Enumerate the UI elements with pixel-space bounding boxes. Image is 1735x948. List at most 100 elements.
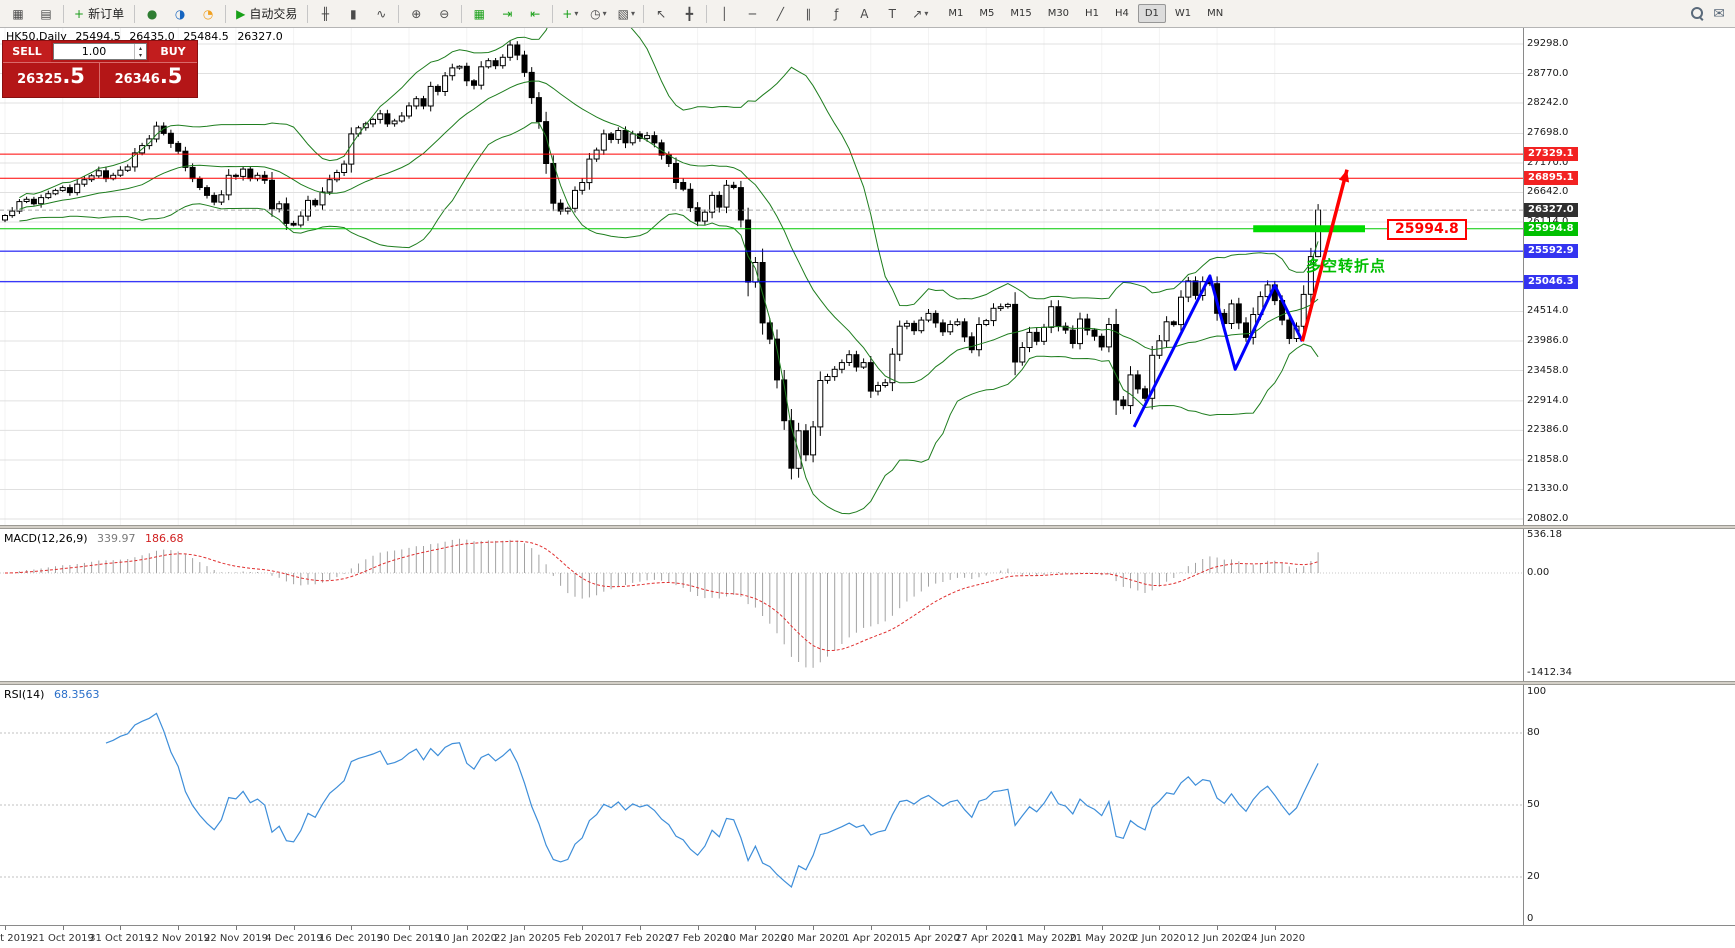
macd-canvas[interactable] bbox=[0, 529, 1523, 681]
toolbar-separator bbox=[63, 4, 64, 23]
toolbar-buttons: ▦ ▤ + 新订单 ● ◑ ◔ ▶ 自动交易 ╫ ▮ ∿ ⊕ ⊖ ▦ ⇥ ⇤ + ▾ ◷ ▾ ▧ ▾ ↖ ╋ │ ─ ╱ ∥ ƒ A T ↗ ▾ bbox=[4, 2, 934, 26]
market-watch-glyph: ● bbox=[146, 6, 158, 21]
rsi-canvas[interactable] bbox=[0, 685, 1523, 925]
price-tick-label: 26114.0 bbox=[1527, 216, 1568, 227]
bar-chart-icon[interactable]: ╫ bbox=[311, 2, 339, 26]
templates-icon[interactable]: ▧ ▾ bbox=[612, 2, 640, 26]
market-watch-icon[interactable]: ● bbox=[138, 2, 166, 26]
crosshair-icon[interactable]: ╋ bbox=[675, 2, 703, 26]
trend-arrow[interactable] bbox=[1300, 169, 1349, 342]
tab-timeframe-M1[interactable]: M1 bbox=[948, 8, 964, 19]
price-callout-label[interactable]: 25994.8 bbox=[1387, 219, 1467, 240]
tab-timeframe-MN[interactable]: MN bbox=[1207, 8, 1224, 19]
date-label: 4 Dec 2019 bbox=[265, 933, 323, 944]
panel-separator[interactable] bbox=[0, 681, 1735, 685]
terminal-icon[interactable]: ◔ bbox=[194, 2, 222, 26]
toolbar-separator bbox=[307, 4, 309, 23]
terminal-glyph: ◔ bbox=[202, 6, 214, 21]
tab-timeframe-M30[interactable]: M30 bbox=[1047, 8, 1070, 19]
periods-icon[interactable]: ◷ ▾ bbox=[584, 2, 612, 26]
new-chart-icon[interactable]: ▦ bbox=[4, 2, 32, 26]
date-tick bbox=[351, 926, 352, 930]
chart-title: HK50,Daily 25494.5 26435.0 25484.5 26327… bbox=[6, 30, 288, 43]
channel-glyph: ∥ bbox=[805, 6, 812, 21]
tab-timeframe-D1[interactable]: D1 bbox=[1137, 4, 1166, 23]
price-tick-label: 23986.0 bbox=[1527, 335, 1569, 346]
rsi-axis-label: 50 bbox=[1527, 799, 1540, 810]
sell-price-frac: .5 bbox=[62, 64, 85, 88]
price-axis-macd[interactable]: 536.18 0.00 -1412.34 bbox=[1524, 529, 1734, 681]
search-icon[interactable] bbox=[1690, 6, 1705, 21]
panel-separator[interactable] bbox=[0, 525, 1735, 529]
trendline-icon[interactable]: ╱ bbox=[766, 2, 794, 26]
sell-button[interactable]: SELL bbox=[3, 41, 51, 62]
tile-windows-icon[interactable]: ▦ bbox=[465, 2, 493, 26]
zoom-in-icon[interactable]: ⊕ bbox=[402, 2, 430, 26]
date-label: 12 Nov 2019 bbox=[145, 933, 211, 944]
profiles-icon[interactable]: ▤ bbox=[32, 2, 60, 26]
buy-price[interactable]: 26346 .5 bbox=[100, 63, 197, 98]
text-icon[interactable]: A bbox=[850, 2, 878, 26]
date-label: 10 Mar 2020 bbox=[723, 933, 787, 944]
date-tick bbox=[929, 926, 930, 930]
toolbar-separator bbox=[225, 4, 227, 23]
profiles-glyph: ▤ bbox=[40, 6, 52, 21]
ohlc-low: 25484.5 bbox=[183, 30, 229, 43]
current-price-tag: 26327.0 bbox=[1524, 203, 1578, 217]
buy-button[interactable]: BUY bbox=[149, 41, 197, 62]
tab-timeframe-M5[interactable]: M5 bbox=[979, 8, 995, 19]
autotrade-button[interactable]: ▶ 自动交易 bbox=[229, 2, 304, 26]
candlestick-chart-icon[interactable]: ▮ bbox=[339, 2, 367, 26]
toolbar-right: ✉ bbox=[1690, 6, 1731, 22]
toolbar-separator bbox=[134, 4, 136, 23]
text-glyph: A bbox=[860, 6, 869, 21]
cursor-icon[interactable]: ↖ bbox=[647, 2, 675, 26]
zoom-out-icon[interactable]: ⊖ bbox=[430, 2, 458, 26]
turning-point-text[interactable]: 多空转折点 bbox=[1306, 257, 1387, 275]
line-chart-icon[interactable]: ∿ bbox=[367, 2, 395, 26]
tab-timeframe-W1[interactable]: W1 bbox=[1174, 8, 1192, 19]
horizontal-line-icon[interactable]: ─ bbox=[738, 2, 766, 26]
new-order-button[interactable]: + 新订单 bbox=[67, 2, 131, 26]
volume-value[interactable]: 1.00 bbox=[81, 45, 107, 58]
text-label-icon[interactable]: T bbox=[878, 2, 906, 26]
volume-spinner[interactable]: ▴ ▾ bbox=[134, 44, 146, 59]
zigzag-drawing[interactable] bbox=[1132, 274, 1304, 428]
vertical-line-glyph: │ bbox=[720, 6, 728, 21]
arrows-icon[interactable]: ↗ ▾ bbox=[906, 2, 934, 26]
volume-stepper[interactable]: 1.00 ▴ ▾ bbox=[53, 43, 147, 60]
new-order-label: 新订单 bbox=[88, 7, 125, 21]
price-tick-label: 20802.0 bbox=[1527, 513, 1569, 524]
vertical-line-icon[interactable]: │ bbox=[710, 2, 738, 26]
zoom-in-glyph: ⊕ bbox=[411, 6, 422, 21]
date-tick bbox=[5, 926, 6, 930]
price-axis-main[interactable]: 29298.0 28770.0 28242.0 27698.0 27170.0 26642… bbox=[1524, 28, 1734, 525]
price-tick-label: 23458.0 bbox=[1527, 365, 1569, 376]
date-label: 12 Jun 2020 bbox=[1186, 933, 1248, 944]
price-tag: 27329.1 bbox=[1524, 147, 1578, 161]
price-axis-rsi[interactable]: 100 80 50 20 0 bbox=[1524, 685, 1734, 925]
tab-timeframe-M15[interactable]: M15 bbox=[1010, 8, 1032, 19]
fibonacci-icon[interactable]: ƒ bbox=[822, 2, 850, 26]
data-window-icon[interactable]: ◑ bbox=[166, 2, 194, 26]
tab-timeframe-H4[interactable]: H4 bbox=[1114, 8, 1129, 19]
date-tick bbox=[1102, 926, 1103, 930]
channel-icon[interactable]: ∥ bbox=[794, 2, 822, 26]
sell-price[interactable]: 26325 .5 bbox=[3, 63, 100, 98]
date-label: 24 Jun 2020 bbox=[1244, 933, 1306, 944]
toolbar-separator bbox=[398, 4, 400, 23]
chart-shift-icon[interactable]: ⇤ bbox=[521, 2, 549, 26]
volume-down-icon[interactable]: ▾ bbox=[138, 51, 142, 59]
indicators-icon[interactable]: + ▾ bbox=[556, 2, 584, 26]
tab-timeframe-H1[interactable]: H1 bbox=[1085, 8, 1099, 19]
main-chart-canvas[interactable] bbox=[0, 28, 1523, 525]
date-tick bbox=[236, 926, 237, 930]
volume-up-icon[interactable]: ▴ bbox=[138, 44, 142, 52]
price-tick-label: 24514.0 bbox=[1527, 305, 1569, 316]
mail-icon[interactable]: ✉ bbox=[1713, 5, 1725, 22]
price-axis-border bbox=[1523, 28, 1524, 948]
auto-scroll-icon[interactable]: ⇥ bbox=[493, 2, 521, 26]
fibonacci-glyph: ƒ bbox=[834, 6, 839, 21]
arrows-glyph: ↗ bbox=[912, 6, 923, 21]
